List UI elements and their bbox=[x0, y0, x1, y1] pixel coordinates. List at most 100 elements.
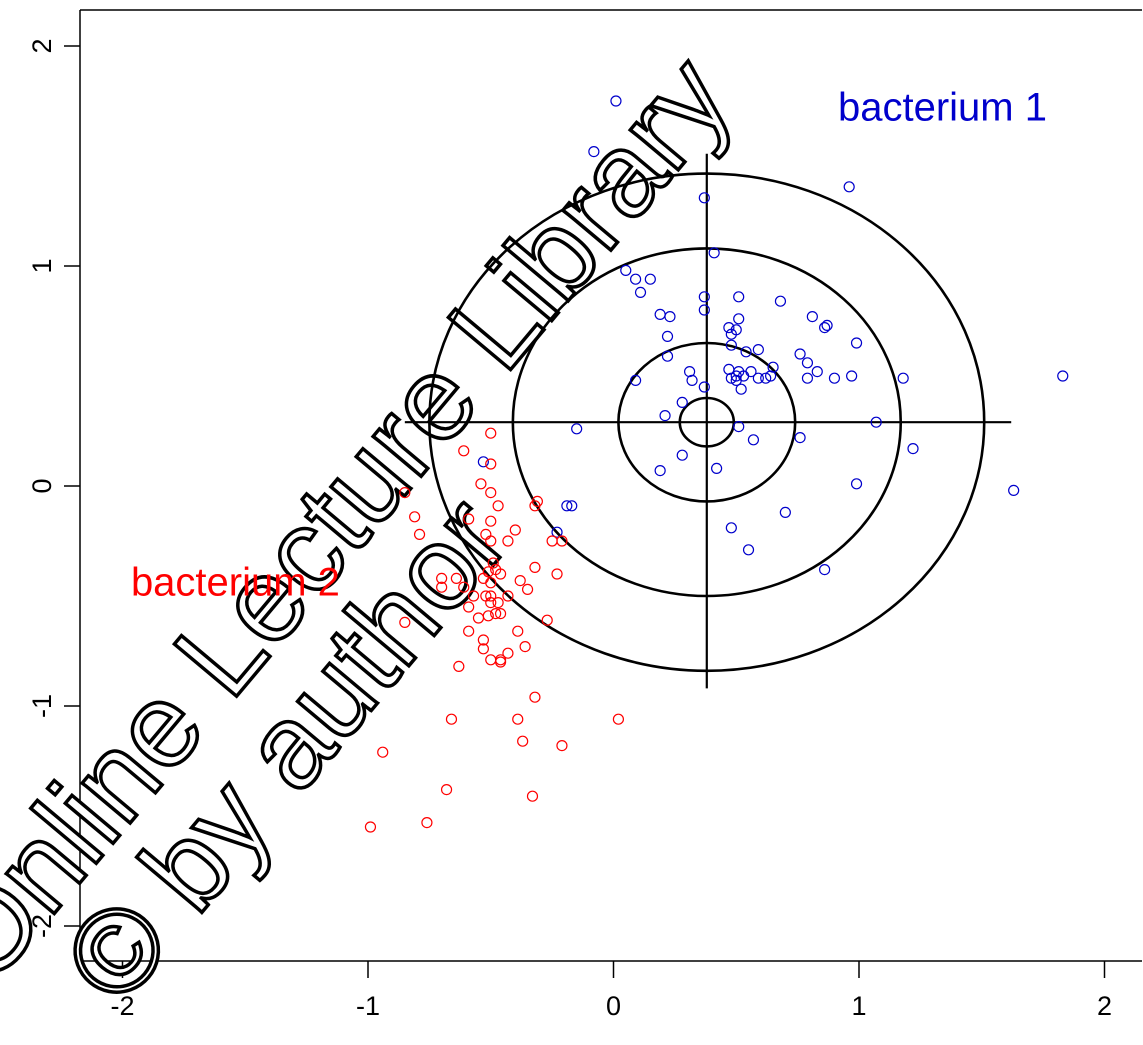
data-point bbox=[526, 790, 539, 802]
data-point bbox=[485, 515, 497, 527]
data-point bbox=[494, 607, 507, 620]
data-point bbox=[661, 350, 674, 362]
data-point bbox=[477, 456, 489, 468]
data-point bbox=[485, 596, 497, 609]
data-point bbox=[377, 746, 389, 758]
data-point bbox=[1008, 484, 1020, 496]
data-point bbox=[725, 372, 737, 384]
data-point bbox=[725, 522, 737, 534]
data-point bbox=[711, 462, 723, 474]
data-point bbox=[440, 783, 453, 796]
data-point bbox=[490, 607, 502, 620]
target-ring bbox=[511, 247, 903, 598]
x-tick-label: -2 bbox=[110, 991, 134, 1021]
data-point bbox=[760, 372, 772, 384]
data-point bbox=[664, 311, 676, 323]
data-point bbox=[629, 374, 642, 386]
data-point bbox=[512, 713, 524, 725]
data-point bbox=[409, 511, 421, 523]
data-point bbox=[821, 319, 833, 331]
data-point bbox=[485, 654, 497, 666]
data-point bbox=[686, 374, 698, 386]
y-tick-label: -2 bbox=[27, 914, 57, 938]
data-point bbox=[708, 247, 720, 259]
data-point bbox=[676, 449, 688, 461]
data-point bbox=[458, 445, 470, 457]
data-point bbox=[463, 625, 475, 637]
data-point bbox=[485, 458, 497, 470]
data-point bbox=[735, 383, 747, 395]
data-point bbox=[644, 273, 656, 285]
data-point bbox=[551, 568, 563, 580]
data-point bbox=[850, 337, 863, 349]
data-point bbox=[492, 596, 504, 609]
data-point bbox=[477, 634, 489, 646]
data-point bbox=[819, 563, 831, 576]
data-point bbox=[629, 273, 642, 285]
data-point bbox=[502, 535, 514, 547]
data-point bbox=[907, 443, 919, 455]
series-label: bacterium 1 bbox=[838, 85, 1047, 129]
data-point bbox=[494, 654, 507, 666]
data-point bbox=[521, 583, 534, 596]
data-point bbox=[765, 370, 777, 382]
data-point bbox=[747, 434, 760, 446]
data-point bbox=[467, 590, 480, 602]
data-point bbox=[477, 643, 489, 655]
data-point bbox=[610, 95, 622, 107]
data-point bbox=[801, 372, 814, 384]
data-point bbox=[723, 322, 735, 334]
data-point bbox=[742, 544, 755, 556]
data-point bbox=[445, 713, 458, 725]
data-point bbox=[453, 660, 465, 673]
data-point bbox=[509, 524, 521, 536]
data-point bbox=[436, 581, 448, 593]
data-point bbox=[551, 526, 563, 538]
x-tick-label: 0 bbox=[606, 991, 621, 1021]
data-point bbox=[421, 816, 433, 829]
data-point bbox=[819, 322, 831, 334]
data-point bbox=[399, 487, 411, 499]
data-point bbox=[634, 286, 647, 298]
series-label: bacterium 2 bbox=[131, 561, 340, 605]
data-point bbox=[730, 374, 742, 386]
data-point bbox=[730, 370, 742, 382]
data-point bbox=[561, 500, 573, 512]
data-point bbox=[752, 344, 764, 356]
series-labels: bacterium 1 bacterium 2 bbox=[131, 85, 1047, 604]
data-point bbox=[752, 372, 764, 384]
data-point bbox=[870, 416, 882, 428]
data-point bbox=[779, 506, 791, 519]
data-point bbox=[364, 821, 377, 833]
data-point bbox=[487, 557, 499, 569]
data-point bbox=[698, 192, 710, 204]
series-group-1 bbox=[477, 95, 1069, 576]
data-point bbox=[514, 574, 526, 587]
data-point bbox=[571, 423, 583, 435]
data-point bbox=[659, 410, 671, 422]
x-axis: -2 -1 0 1 2 bbox=[110, 961, 1112, 1021]
data-series bbox=[364, 95, 1069, 833]
watermark: Online Lecture Library© by author bbox=[0, 31, 758, 1029]
data-point bbox=[725, 339, 737, 351]
data-point bbox=[492, 500, 504, 512]
data-point bbox=[828, 372, 841, 384]
data-point bbox=[485, 535, 497, 547]
data-point bbox=[450, 572, 462, 585]
y-tick-label: 0 bbox=[27, 478, 57, 493]
data-point bbox=[698, 381, 710, 393]
data-point bbox=[850, 478, 863, 490]
x-tick-label: 1 bbox=[851, 991, 866, 1021]
data-point bbox=[494, 568, 507, 580]
data-point bbox=[806, 311, 818, 323]
data-point bbox=[620, 264, 632, 276]
x-tick-label: -1 bbox=[356, 991, 380, 1021]
target-crosshair bbox=[404, 153, 1012, 689]
data-point bbox=[676, 396, 688, 408]
data-point bbox=[698, 291, 710, 303]
y-tick-label: 2 bbox=[27, 38, 57, 53]
data-point bbox=[843, 181, 855, 193]
data-point bbox=[485, 427, 497, 439]
y-axis: -2 -1 0 1 2 bbox=[27, 38, 80, 938]
data-point bbox=[472, 612, 485, 624]
